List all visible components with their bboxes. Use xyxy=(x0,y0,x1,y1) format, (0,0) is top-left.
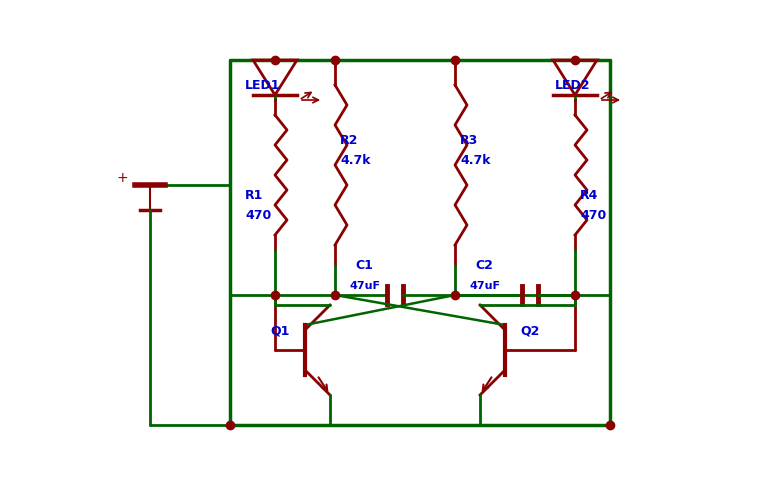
Text: 470: 470 xyxy=(245,209,271,222)
Text: C2: C2 xyxy=(475,259,493,272)
Text: 47uF: 47uF xyxy=(350,280,381,290)
Text: LED1: LED1 xyxy=(245,79,280,92)
Text: LED2: LED2 xyxy=(555,79,590,92)
Text: C1: C1 xyxy=(355,259,373,272)
Text: Q1: Q1 xyxy=(270,324,290,337)
Text: R2: R2 xyxy=(340,134,358,147)
Text: R4: R4 xyxy=(580,189,598,202)
Text: 47uF: 47uF xyxy=(470,280,501,290)
Text: 4.7k: 4.7k xyxy=(460,154,490,167)
Text: +: + xyxy=(116,171,128,185)
Text: Q2: Q2 xyxy=(520,324,540,337)
Text: 4.7k: 4.7k xyxy=(340,154,370,167)
Text: R3: R3 xyxy=(460,134,478,147)
Text: R1: R1 xyxy=(245,189,263,202)
Text: 470: 470 xyxy=(580,209,606,222)
